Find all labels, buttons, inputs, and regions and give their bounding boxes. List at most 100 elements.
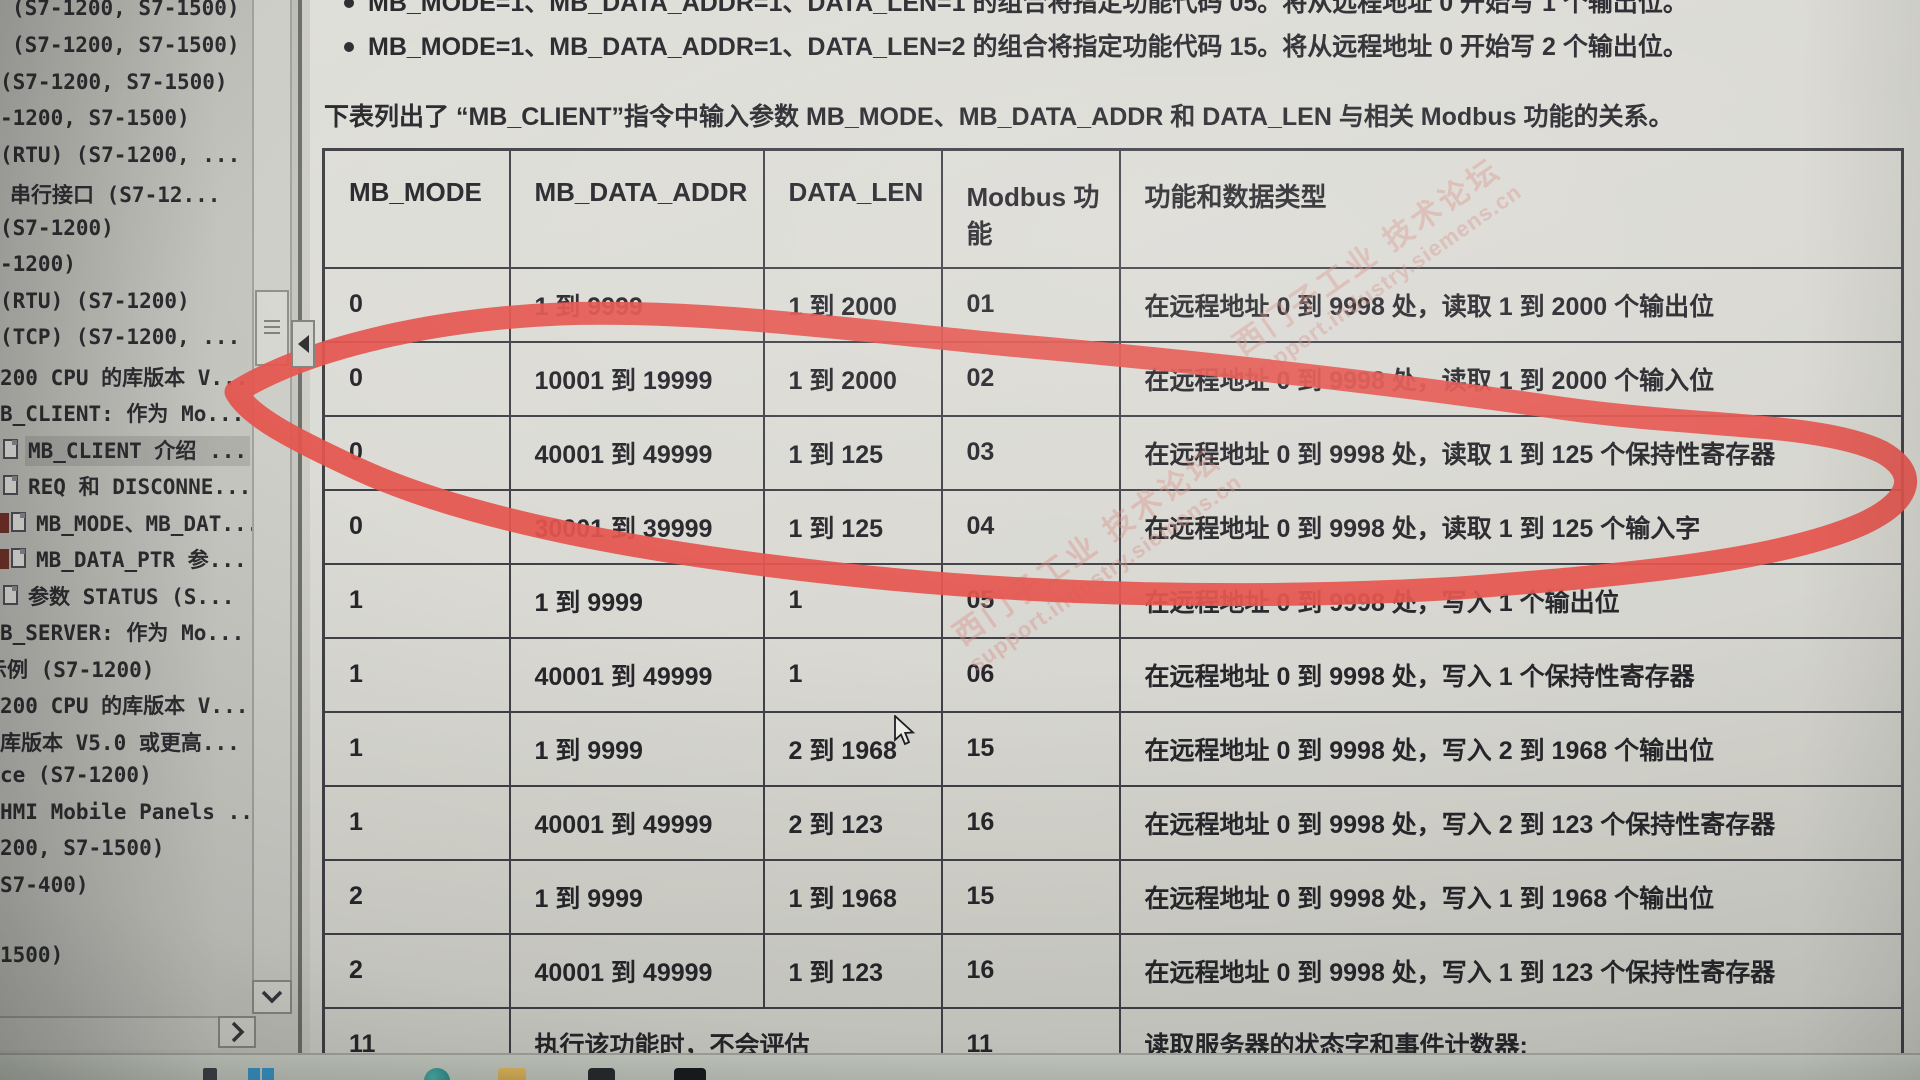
cell: 1 到 9999 — [508, 858, 765, 935]
sidebar-item-selected[interactable]: MB_CLIENT 介绍 ... — [0, 435, 248, 465]
cell: 在远程地址 0 到 9998 处，读取 1 到 2000 个输出位 — [1118, 266, 1904, 343]
tree-scrollbar-track[interactable] — [252, 0, 292, 1014]
cell: 在远程地址 0 到 9998 处，写入 1 到 123 个保持性寄存器 — [1118, 932, 1904, 1009]
cell: 1 — [322, 784, 511, 861]
sidebar-item-label: MB_DATA_PTR 参... — [36, 548, 247, 572]
cell: 02 — [940, 340, 1121, 417]
page-icon — [3, 585, 18, 605]
sidebar-item[interactable]: B_CLIENT: 作为 Mo... — [0, 402, 245, 426]
sidebar-item[interactable]: (S7-1200, S7-1500) — [12, 0, 240, 20]
sidebar-item-label: 参数 STATUS (S... — [28, 585, 235, 609]
tree-scrollbar-thumb[interactable] — [255, 290, 289, 366]
teal-app-icon[interactable] — [424, 1068, 450, 1080]
sidebar-item[interactable]: -1200) — [0, 252, 76, 276]
cell: 1 — [762, 636, 943, 713]
taskbar — [0, 1053, 1920, 1080]
sidebar-item[interactable]: 串行接口 (S7-12... — [10, 183, 221, 207]
col-header: MB_MODE — [322, 148, 511, 269]
cell: 01 — [940, 266, 1121, 343]
sidebar-item-label: MB_CLIENT 介绍 ... — [28, 439, 248, 463]
page-icon — [11, 512, 26, 532]
cell: 16 — [940, 784, 1121, 861]
help-tree-panel: (S7-1200, S7-1500) (S7-1200, S7-1500) (S… — [0, 0, 300, 1080]
cell: 在远程地址 0 到 9998 处，写入 1 到 1968 个输出位 — [1118, 858, 1904, 935]
sidebar-item-label: REQ 和 DISCONNE... — [28, 475, 252, 499]
bullet-icon — [344, 42, 354, 52]
bullet-text-2: MB_MODE=1、MB_DATA_ADDR=1、DATA_LEN=2 的组合将… — [368, 33, 1688, 61]
cell: 03 — [940, 414, 1121, 491]
cell: 04 — [940, 488, 1121, 565]
cell: 1 — [762, 562, 943, 639]
cut-icon — [0, 549, 9, 569]
table-row: 0 10001 到 19999 1 到 2000 02 在远程地址 0 到 99… — [322, 340, 1904, 417]
cell: 在远程地址 0 到 9998 处，读取 1 到 125 个保持性寄存器 — [1118, 414, 1904, 491]
sidebar-item[interactable]: 200 CPU 的库版本 V... — [0, 366, 249, 390]
cell: 0 — [322, 340, 511, 417]
table-row: 2 1 到 9999 1 到 1968 15 在远程地址 0 到 9998 处，… — [322, 858, 1904, 935]
sidebar-item[interactable]: (RTU) (S7-1200) — [0, 289, 190, 313]
table-row: 0 1 到 9999 1 到 2000 01 在远程地址 0 到 9998 处，… — [322, 266, 1904, 343]
cell: 15 — [940, 858, 1121, 935]
cell: 1 — [322, 710, 511, 787]
sidebar-item[interactable]: ce (S7-1200) — [0, 763, 152, 787]
table-header-row: MB_MODE MB_DATA_ADDR DATA_LEN Modbus 功能 … — [322, 148, 1904, 269]
chevron-right-icon — [231, 1021, 245, 1043]
cell: 1 到 9999 — [508, 266, 765, 343]
cell: 1 到 9999 — [508, 562, 765, 639]
scroll-down-button[interactable] — [252, 980, 292, 1014]
windows-start-icon[interactable] — [248, 1068, 274, 1080]
cell: 1 到 2000 — [762, 340, 943, 417]
sidebar-item[interactable]: (S7-1200, S7-1500) — [0, 70, 228, 94]
page-icon — [11, 548, 26, 568]
sidebar-item[interactable]: 200, S7-1500) — [0, 836, 165, 860]
dark-app-icon-2[interactable] — [674, 1068, 706, 1080]
col-header: Modbus 功能 — [940, 148, 1121, 269]
dark-app-icon[interactable] — [588, 1068, 615, 1080]
sidebar-item[interactable]: MB_DATA_PTR 参... — [0, 544, 247, 574]
file-explorer-icon[interactable] — [498, 1068, 526, 1080]
page-icon — [3, 475, 18, 495]
sidebar-item[interactable]: (S7-1200) — [0, 216, 114, 240]
panel-splitter-edge — [302, 0, 310, 1080]
sidebar-item[interactable]: (TCP) (S7-1200, ... — [0, 325, 241, 349]
table-row: 2 40001 到 49999 1 到 123 16 在远程地址 0 到 999… — [322, 932, 1904, 1009]
modbus-function-table: MB_MODE MB_DATA_ADDR DATA_LEN Modbus 功能 … — [322, 148, 1904, 1080]
sidebar-item[interactable]: HMI Mobile Panels ... — [0, 800, 266, 824]
left-arrow-icon — [297, 335, 309, 353]
sidebar-item[interactable]: 1500) — [0, 943, 64, 967]
sidebar-item[interactable]: S7-400) — [0, 873, 89, 897]
sidebar-item[interactable]: 库版本 V5.0 或更高... — [0, 731, 240, 755]
cell: 2 — [322, 858, 511, 935]
sidebar-item[interactable]: MB_MODE、MB_DAT... — [0, 508, 259, 538]
cell: 10001 到 19999 — [508, 340, 765, 417]
table-row: 0 30001 到 39999 1 到 125 04 在远程地址 0 到 999… — [322, 488, 1904, 565]
cell: 15 — [940, 710, 1121, 787]
scroll-right-button[interactable] — [218, 1016, 256, 1048]
table-intro-text: 下表列出了 “MB_CLIENT”指令中输入参数 MB_MODE、MB_DATA… — [324, 103, 1674, 131]
sidebar-item[interactable]: 200 CPU 的库版本 V... — [0, 694, 249, 718]
cell: 2 — [322, 932, 511, 1009]
cell: 在远程地址 0 到 9998 处，读取 1 到 125 个输入字 — [1118, 488, 1904, 565]
cell: 在远程地址 0 到 9998 处，写入 2 到 123 个保持性寄存器 — [1118, 784, 1904, 861]
collapse-tree-button[interactable] — [291, 320, 315, 368]
sidebar-item[interactable]: B_SERVER: 作为 Mo... — [0, 621, 245, 645]
sidebar-item[interactable]: 示例 (S7-1200) — [0, 658, 155, 682]
chevron-down-icon — [261, 990, 283, 1004]
cell: 40001 到 49999 — [508, 932, 765, 1009]
cell: 在远程地址 0 到 9998 处，读取 1 到 2000 个输入位 — [1118, 340, 1904, 417]
cell: 1 到 125 — [762, 488, 943, 565]
sidebar-item[interactable]: 参数 STATUS (S... — [0, 581, 234, 611]
sidebar-item[interactable]: REQ 和 DISCONNE... — [0, 471, 251, 501]
sidebar-item[interactable]: -1200, S7-1500) — [0, 106, 190, 130]
sidebar-item[interactable]: (S7-1200, S7-1500) — [12, 33, 240, 57]
cell: 40001 到 49999 — [508, 784, 765, 861]
cell: 0 — [322, 266, 511, 343]
partial-app-icon[interactable] — [203, 1068, 217, 1080]
cell: 在远程地址 0 到 9998 处，写入 1 个输出位 — [1118, 562, 1904, 639]
tree-hscrollbar-track[interactable] — [0, 1016, 220, 1050]
bullet-icon — [344, 0, 354, 8]
cell: 在远程地址 0 到 9998 处，写入 2 到 1968 个输出位 — [1118, 710, 1904, 787]
sidebar-item[interactable]: (RTU) (S7-1200, ... — [0, 143, 241, 167]
page-icon — [3, 439, 18, 459]
